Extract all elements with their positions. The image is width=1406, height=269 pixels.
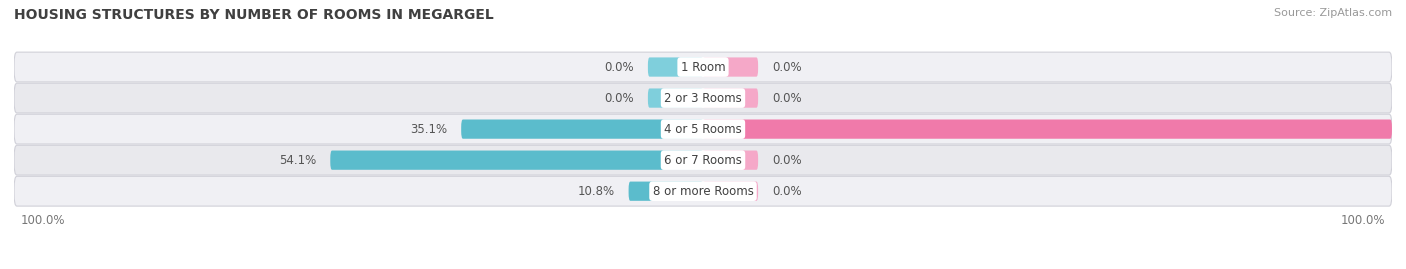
FancyBboxPatch shape [14,176,1392,206]
FancyBboxPatch shape [14,145,1392,175]
FancyBboxPatch shape [628,182,703,201]
Text: 54.1%: 54.1% [280,154,316,167]
FancyBboxPatch shape [14,83,1392,113]
Text: 6 or 7 Rooms: 6 or 7 Rooms [664,154,742,167]
FancyBboxPatch shape [461,119,703,139]
Text: 0.0%: 0.0% [605,91,634,105]
FancyBboxPatch shape [648,89,703,108]
Text: 10.8%: 10.8% [578,185,614,198]
Text: Source: ZipAtlas.com: Source: ZipAtlas.com [1274,8,1392,18]
Text: 100.0%: 100.0% [1340,214,1385,226]
FancyBboxPatch shape [14,114,1392,144]
Text: 0.0%: 0.0% [605,61,634,73]
FancyBboxPatch shape [703,151,758,170]
FancyBboxPatch shape [703,57,758,77]
Text: 1 Room: 1 Room [681,61,725,73]
Text: 100.0%: 100.0% [21,214,66,226]
Text: 0.0%: 0.0% [772,185,801,198]
Text: 4 or 5 Rooms: 4 or 5 Rooms [664,123,742,136]
FancyBboxPatch shape [703,89,758,108]
Text: 0.0%: 0.0% [772,154,801,167]
Text: HOUSING STRUCTURES BY NUMBER OF ROOMS IN MEGARGEL: HOUSING STRUCTURES BY NUMBER OF ROOMS IN… [14,8,494,22]
FancyBboxPatch shape [703,182,758,201]
FancyBboxPatch shape [330,151,703,170]
Text: 35.1%: 35.1% [411,123,447,136]
FancyBboxPatch shape [703,119,1392,139]
FancyBboxPatch shape [648,57,703,77]
Text: 2 or 3 Rooms: 2 or 3 Rooms [664,91,742,105]
FancyBboxPatch shape [14,52,1392,82]
Text: 0.0%: 0.0% [772,91,801,105]
Text: 0.0%: 0.0% [772,61,801,73]
Legend: Owner-occupied, Renter-occupied: Owner-occupied, Renter-occupied [572,266,834,269]
Text: 8 or more Rooms: 8 or more Rooms [652,185,754,198]
